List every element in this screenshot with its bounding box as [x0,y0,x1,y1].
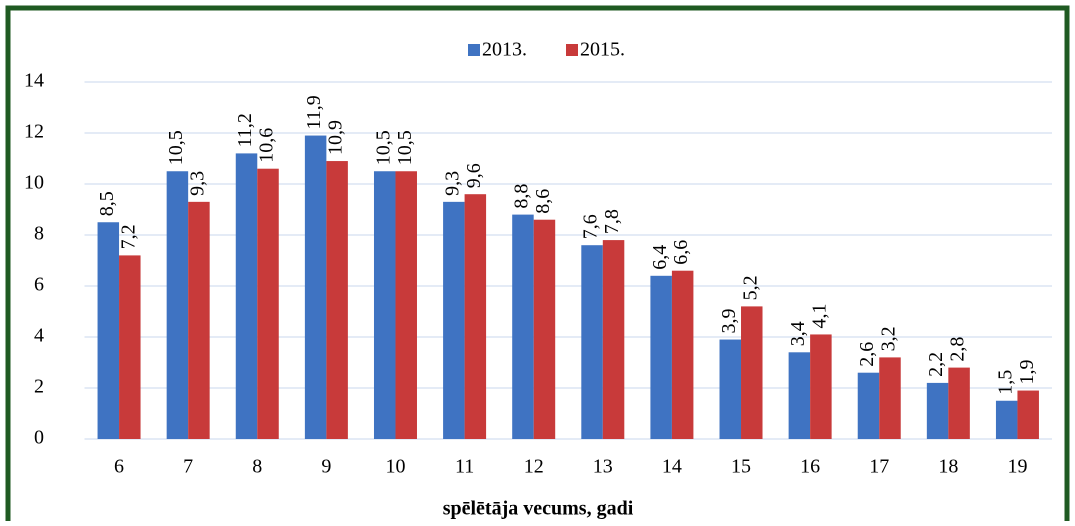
value-label: 11,2 [234,113,256,147]
bar [879,357,901,439]
value-label: 10,5 [372,130,394,165]
bar [857,372,880,439]
value-label: 9,3 [187,171,209,196]
y-tick-label: 6 [34,274,44,296]
bar [1017,390,1039,439]
x-tick-label: 9 [321,456,331,478]
value-label: 8,6 [532,189,554,214]
bar [788,352,811,439]
value-label: 5,2 [739,275,761,300]
y-tick-label: 10 [24,172,44,194]
y-tick-label: 14 [24,70,44,92]
bar [948,367,970,439]
value-label: 10,6 [256,128,278,163]
bar [304,135,327,440]
value-label: 3,2 [878,326,900,351]
bar [512,214,534,439]
x-tick-label: 12 [524,456,544,478]
value-label: 1,5 [994,370,1016,395]
value-label: 4,1 [808,303,830,328]
value-label: 2,8 [947,337,969,362]
x-tick-label: 10 [385,456,405,478]
bar [119,255,141,439]
bar [257,168,279,439]
bar [926,382,949,439]
bar [395,171,417,439]
x-tick-label: 13 [593,456,613,478]
bar [326,161,348,440]
value-label: 7,6 [580,214,602,239]
y-tick-label: 2 [34,376,44,398]
bar [235,153,258,439]
bar [373,171,396,439]
x-tick-label: 17 [869,456,889,478]
value-label: 9,6 [463,163,485,188]
value-label: 11,9 [303,95,325,129]
y-tick-label: 4 [34,325,44,347]
value-label: 2,6 [856,342,878,367]
value-label: 7,8 [601,209,623,234]
value-label: 6,6 [670,240,692,265]
bar [995,400,1018,439]
bar [810,334,832,439]
bar [443,201,465,439]
value-label: 8,5 [96,191,118,216]
x-tick-label: 7 [183,456,193,478]
value-label: 3,9 [718,309,740,334]
value-label: 1,9 [1016,360,1038,385]
x-tick-label: 16 [800,456,820,478]
value-label: 6,4 [649,245,671,270]
y-tick-label: 0 [34,427,44,449]
bar [581,245,603,439]
bar [719,339,742,439]
value-label: 3,4 [787,321,809,346]
bar [671,270,694,439]
bar [650,275,672,439]
bar [166,171,189,439]
bar [533,219,556,439]
x-tick-label: 18 [938,456,958,478]
bar [464,194,487,439]
x-tick-label: 6 [114,456,124,478]
legend-swatch [468,44,480,56]
value-label: 2,2 [925,352,947,377]
value-label: 9,3 [441,171,463,196]
value-label: 7,2 [117,224,139,249]
x-tick-label: 8 [252,456,262,478]
value-label: 10,9 [325,120,347,155]
bar [602,240,625,439]
legend-label: 2013. [482,39,527,61]
x-tick-label: 14 [662,456,682,478]
x-tick-label: 11 [455,456,474,478]
value-label: 10,5 [165,130,187,165]
x-tick-label: 15 [731,456,751,478]
y-tick-label: 12 [24,121,44,143]
bar [97,222,120,439]
legend-label: 2015. [580,39,625,61]
bar [188,201,210,439]
x-tick-label: 19 [1007,456,1027,478]
x-axis-label: spēlētāja vecums, gadi [443,498,634,520]
legend-swatch [566,44,578,56]
bar [741,306,763,439]
value-label: 8,8 [511,184,533,209]
value-label: 10,5 [394,130,416,165]
y-tick-label: 8 [34,223,44,245]
